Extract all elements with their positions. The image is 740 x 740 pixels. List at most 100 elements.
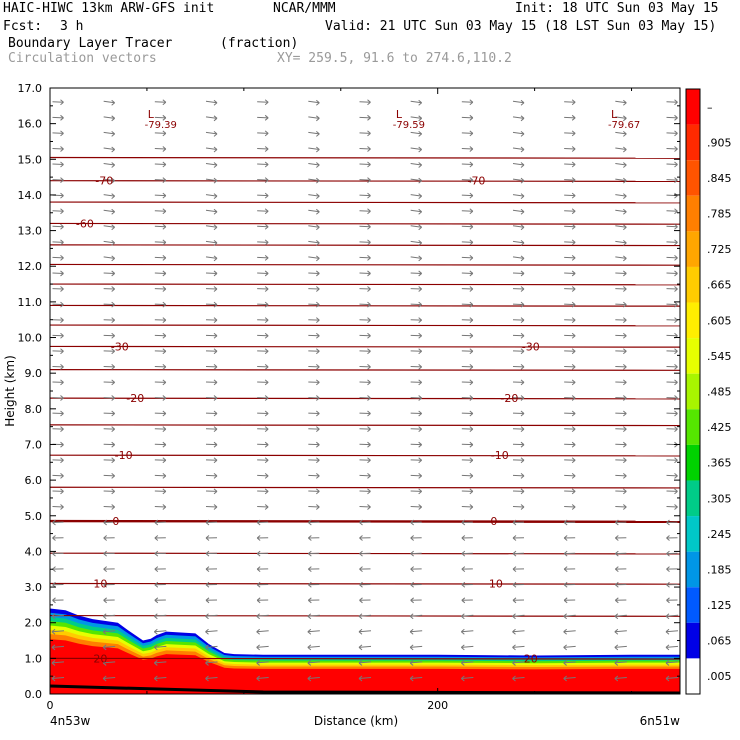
- circulation-vector: [461, 441, 474, 448]
- circulation-vector: [257, 488, 269, 495]
- circulation-vector: [461, 286, 474, 292]
- circulation-vector: [409, 660, 423, 666]
- vector-shaft: [103, 614, 116, 617]
- vector-head: [264, 379, 269, 386]
- vector-head: [469, 146, 474, 152]
- vector-head: [213, 426, 218, 433]
- circulation-vector: [154, 286, 167, 292]
- vector-head: [571, 348, 576, 355]
- contour-label-text: -20: [126, 392, 144, 405]
- vector-head: [461, 519, 466, 526]
- vector-head: [418, 224, 422, 231]
- circulation-vector: [257, 441, 269, 448]
- vector-head: [461, 550, 466, 557]
- circulation-vector: [52, 504, 64, 510]
- vector-head: [469, 301, 474, 308]
- vector-shaft: [205, 163, 218, 166]
- circulation-vector: [358, 660, 372, 666]
- vector-head: [111, 410, 115, 417]
- vector-shaft: [205, 630, 218, 633]
- vector-head: [367, 363, 371, 370]
- circulation-vector: [666, 255, 678, 261]
- vector-head: [623, 286, 627, 292]
- vector-head: [256, 519, 261, 526]
- circulation-vector: [563, 566, 576, 573]
- vector-head: [623, 301, 627, 308]
- vector-head: [410, 550, 414, 557]
- vector-head: [520, 146, 525, 153]
- vector-shaft: [666, 225, 678, 228]
- circulation-vector: [461, 535, 473, 541]
- vector-shaft: [359, 194, 371, 197]
- vector-shaft: [614, 614, 627, 617]
- circulation-vector: [307, 660, 320, 666]
- circulation-vector: [615, 162, 627, 168]
- circulation-vector: [666, 208, 678, 215]
- contour-label-text: -10: [491, 449, 509, 462]
- vector-shaft: [51, 677, 65, 679]
- vector-shaft: [359, 241, 371, 243]
- vector-shaft: [308, 194, 320, 197]
- vector-head: [674, 161, 678, 168]
- vector-head: [674, 488, 678, 495]
- circulation-vector: [307, 675, 320, 682]
- circulation-vector: [512, 162, 525, 168]
- vector-head: [571, 410, 576, 417]
- circulation-vector: [359, 192, 371, 199]
- circulation-vector: [308, 597, 320, 604]
- vector-head: [264, 363, 269, 370]
- vector-head: [469, 457, 474, 464]
- circulation-vector: [563, 628, 576, 635]
- vector-head: [615, 597, 619, 604]
- vector-shaft: [614, 630, 627, 633]
- vector-head: [60, 426, 64, 433]
- vector-head: [51, 660, 56, 666]
- circulation-vector: [257, 332, 269, 339]
- vector-head: [111, 239, 115, 246]
- vector-head: [418, 410, 422, 417]
- contour-label: 20: [93, 652, 107, 665]
- vector-shaft: [461, 116, 473, 119]
- circulation-vector: [154, 317, 167, 324]
- circulation-vector: [461, 99, 474, 106]
- circulation-vector: [257, 457, 269, 464]
- contour-label-text: 20: [524, 652, 538, 665]
- circulation-vector: [52, 488, 64, 495]
- vector-shaft: [308, 256, 320, 259]
- vector-shaft: [257, 256, 269, 259]
- vector-head: [520, 488, 525, 495]
- vector-head: [512, 613, 516, 620]
- vector-head: [520, 224, 525, 231]
- vector-head: [154, 550, 159, 557]
- circulation-vector: [564, 270, 576, 277]
- vector-head: [60, 504, 64, 510]
- circulation-vector: [615, 239, 627, 246]
- vector-shaft: [257, 116, 269, 119]
- vector-head: [520, 363, 525, 370]
- vector-head: [563, 581, 568, 588]
- circulation-vector: [410, 208, 422, 215]
- vector-head: [205, 628, 209, 635]
- circulation-vector: [205, 363, 218, 370]
- plot-frame: [49, 87, 681, 695]
- vector-head: [571, 130, 576, 137]
- circulation-vector: [256, 628, 269, 635]
- vector-head: [205, 581, 210, 588]
- circulation-vector: [512, 581, 525, 588]
- vector-head: [461, 613, 465, 620]
- init-time: Init: 18 UTC Sun 03 May 15: [515, 1, 719, 16]
- circulation-vector: [615, 270, 627, 277]
- colorbar-label: .065: [707, 635, 732, 648]
- vector-head: [316, 379, 320, 386]
- vector-head: [213, 208, 218, 215]
- vector-head: [674, 395, 678, 401]
- vector-head: [111, 395, 115, 401]
- circulation-vector: [666, 114, 678, 121]
- vector-shaft: [512, 209, 525, 213]
- vector-head: [615, 566, 619, 573]
- vector-shaft: [666, 163, 678, 166]
- vector-head: [60, 255, 64, 261]
- circulation-vector: [154, 675, 167, 682]
- circulation-vector: [564, 208, 576, 215]
- circulation-vector: [154, 363, 167, 370]
